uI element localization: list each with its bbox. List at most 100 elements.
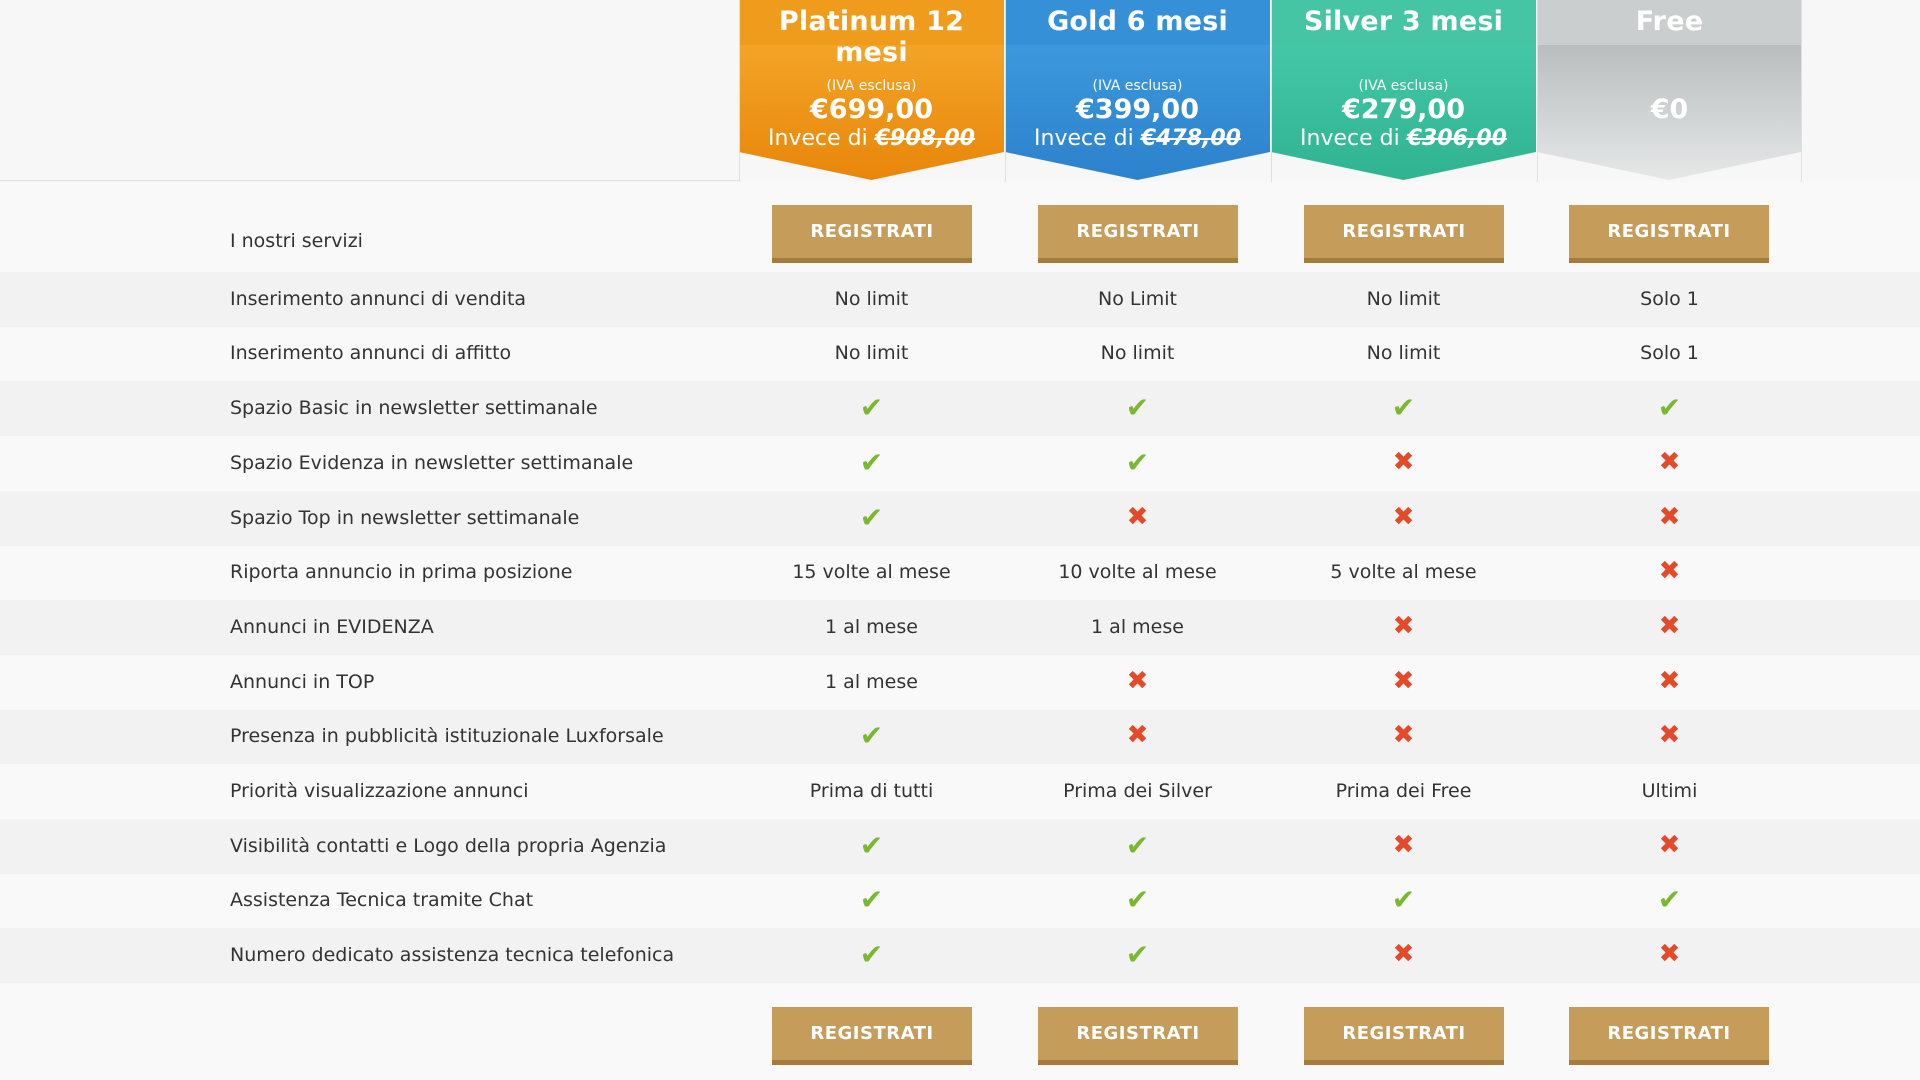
checkmark-icon: ✔ — [859, 719, 884, 752]
register-button-free-bottom[interactable]: REGISTRATI — [1569, 1007, 1769, 1065]
feature-label: Visibilità contatti e Logo della propria… — [230, 835, 667, 857]
plan-headers: Platinum 12 mesi (IVA esclusa) €699,00 I… — [739, 0, 1801, 182]
feature-value-no: ✖ — [1271, 502, 1536, 532]
feature-value-yes: ✔ — [1537, 391, 1802, 424]
cross-icon: ✖ — [1658, 502, 1681, 532]
feature-value-no: ✖ — [1537, 830, 1802, 860]
plan-name: Platinum 12 mesi — [778, 6, 965, 68]
plan-header-silver: Silver 3 mesi (IVA esclusa) €279,00 Inve… — [1271, 0, 1536, 182]
feature-row: Annunci in EVIDENZA 1 al mese 1 al mese ✖ ✖ — [0, 600, 1920, 656]
feature-value-no: ✖ — [1271, 939, 1536, 969]
old-price-prefix: Invece di — [768, 126, 875, 151]
cross-icon: ✖ — [1392, 447, 1415, 477]
feature-value: No limit — [834, 342, 909, 364]
feature-row: Spazio Basic in newsletter settimanale ✔ ✔… — [0, 381, 1920, 437]
register-button-silver[interactable]: REGISTRATI — [1304, 205, 1504, 263]
feature-label: Spazio Evidenza in newsletter settimanal… — [230, 452, 634, 474]
register-button-free[interactable]: REGISTRATI — [1569, 205, 1769, 263]
feature-value-no: ✖ — [1271, 666, 1536, 696]
services-header-row: I nostri servizi REGISTRATI REGISTRATI R… — [0, 182, 1920, 273]
cross-icon: ✖ — [1658, 666, 1681, 696]
plan-name: Free — [1635, 6, 1704, 37]
feature-value: No limit — [1366, 288, 1441, 310]
checkmark-icon: ✔ — [859, 501, 884, 534]
feature-value-no: ✖ — [1005, 720, 1270, 750]
feature-value: No limit — [834, 288, 909, 310]
plan-price: €279,00 — [1342, 94, 1465, 125]
feature-row: Visibilità contatti e Logo della propria… — [0, 819, 1920, 875]
cross-icon: ✖ — [1392, 830, 1415, 860]
checkmark-icon: ✔ — [859, 938, 884, 971]
register-button-platinum-bottom[interactable]: REGISTRATI — [772, 1007, 972, 1065]
plan-banner-shape — [1537, 0, 1801, 180]
feature-value-yes: ✔ — [1537, 883, 1802, 916]
feature-label: Annunci in TOP — [230, 671, 375, 693]
feature-value-yes: ✔ — [1271, 391, 1536, 424]
feature-row: Priorità visualizzazione annunci Prima di… — [0, 764, 1920, 820]
feature-row: Spazio Evidenza in newsletter settimanal… — [0, 436, 1920, 492]
feature-value-yes: ✔ — [1005, 446, 1270, 479]
cross-icon: ✖ — [1658, 611, 1681, 641]
cross-icon: ✖ — [1392, 611, 1415, 641]
feature-value-no: ✖ — [1537, 447, 1802, 477]
feature-label: Priorità visualizzazione annunci — [230, 780, 529, 802]
plan-header-free: Free €0 — [1537, 0, 1802, 182]
plan-name: Gold 6 mesi — [1047, 6, 1228, 37]
feature-value-no: ✖ — [1537, 666, 1802, 696]
feature-value: Ultimi — [1641, 780, 1698, 802]
plan-vat-note: (IVA esclusa) — [1092, 78, 1183, 94]
feature-value: 5 volte al mese — [1330, 561, 1477, 583]
plan-vat-note: (IVA esclusa) — [826, 78, 917, 94]
cross-icon: ✖ — [1658, 447, 1681, 477]
feature-value-yes: ✔ — [739, 883, 1004, 916]
feature-row: Assistenza Tecnica tramite Chat ✔ ✔ ✔ ✔ — [0, 874, 1920, 929]
feature-value: 1 al mese — [1091, 616, 1184, 638]
feature-value-no: ✖ — [1537, 720, 1802, 750]
cross-icon: ✖ — [1658, 939, 1681, 969]
feature-label: Spazio Top in newsletter settimanale — [230, 507, 580, 529]
feature-value: 1 al mese — [825, 616, 918, 638]
plan-old-price: Invece di €478,00 — [1005, 126, 1270, 151]
feature-value: Prima di tutti — [809, 780, 934, 802]
feature-label: Inserimento annunci di vendita — [230, 288, 527, 310]
register-button-silver-bottom[interactable]: REGISTRATI — [1304, 1007, 1504, 1065]
cross-icon: ✖ — [1392, 666, 1415, 696]
feature-value-yes: ✔ — [739, 501, 1004, 534]
plan-banner-shape — [1271, 0, 1536, 180]
plan-header-gold: Gold 6 mesi (IVA esclusa) €399,00 Invece… — [1005, 0, 1270, 182]
checkmark-icon: ✔ — [859, 883, 884, 916]
feature-value: Prima dei Free — [1335, 780, 1472, 802]
plan-banner-shape — [1005, 0, 1270, 180]
feature-value-no: ✖ — [1005, 666, 1270, 696]
feature-value: 15 volte al mese — [792, 561, 951, 583]
plan-banner-shape — [739, 0, 1004, 180]
feature-label: Riporta annuncio in prima posizione — [230, 561, 573, 583]
old-price-value: €478,00 — [1140, 126, 1241, 151]
plan-old-price: Invece di €306,00 — [1271, 126, 1536, 151]
checkmark-icon: ✔ — [1125, 446, 1150, 479]
register-button-gold-bottom[interactable]: REGISTRATI — [1038, 1007, 1238, 1065]
checkmark-icon: ✔ — [859, 829, 884, 862]
feature-row: Presenza in pubblicità istituzionale Lux… — [0, 710, 1920, 765]
feature-value-yes: ✔ — [739, 446, 1004, 479]
cross-icon: ✖ — [1126, 502, 1149, 532]
feature-value-yes: ✔ — [739, 829, 1004, 862]
register-button-platinum[interactable]: REGISTRATI — [772, 205, 972, 263]
feature-value: 1 al mese — [825, 671, 918, 693]
checkmark-icon: ✔ — [1125, 391, 1150, 424]
checkmark-icon: ✔ — [1391, 883, 1416, 916]
plan-name: Silver 3 mesi — [1303, 6, 1504, 37]
old-price-value: €306,00 — [1406, 126, 1507, 151]
old-price-prefix: Invece di — [1034, 126, 1141, 151]
feature-value: Prima dei Silver — [1063, 780, 1212, 802]
cross-icon: ✖ — [1658, 556, 1681, 586]
cross-icon: ✖ — [1658, 830, 1681, 860]
feature-value-no: ✖ — [1271, 720, 1536, 750]
plan-price: €399,00 — [1076, 94, 1199, 125]
feature-row: Riporta annuncio in prima posizione 15 vo… — [0, 546, 1920, 601]
register-button-gold[interactable]: REGISTRATI — [1038, 205, 1238, 263]
checkmark-icon: ✔ — [1125, 938, 1150, 971]
feature-row: Inserimento annunci di vendita No limit No… — [0, 272, 1920, 328]
plan-price: €699,00 — [810, 94, 933, 125]
